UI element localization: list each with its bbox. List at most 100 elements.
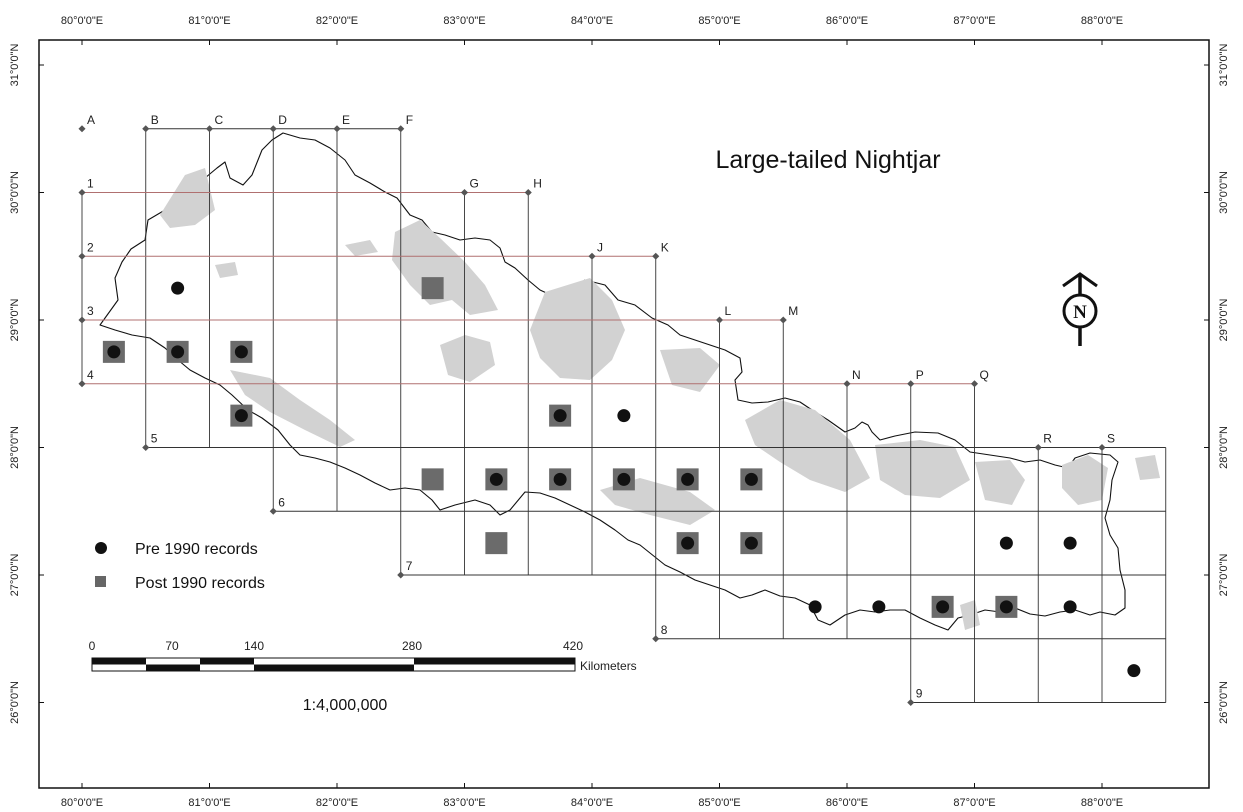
lon-label-top: 87°0'0"E	[953, 15, 995, 27]
post-1990-record	[421, 277, 444, 300]
scale-bar: 0 70 140 280 420 Kilometers 1:4,000,000	[89, 639, 637, 714]
grid-row-label: 9	[916, 687, 923, 701]
grid-row-label: 8	[661, 623, 668, 637]
lon-label-bottom: 80°0'0"E	[61, 797, 103, 809]
longitude-labels-top: 80°0'0"E 81°0'0"E 82°0'0"E 83°0'0"E 84°0'0"E…	[61, 15, 1123, 27]
pre-1990-record	[681, 472, 695, 486]
pre-1990-record	[999, 536, 1013, 550]
grid-column-label: P	[916, 368, 924, 382]
pre-1990-record	[617, 409, 631, 423]
grid-row-label: 3	[87, 304, 94, 318]
pre-1990-record	[171, 281, 185, 295]
lat-label-right: 28°0'0"N	[1218, 426, 1230, 469]
grid-row-label: 6	[278, 495, 285, 509]
lat-label-left: 26°0'0"N	[9, 681, 21, 724]
graticule-ticks	[39, 40, 1209, 788]
pre-1990-record	[808, 600, 822, 614]
pre-1990-record	[999, 600, 1013, 614]
lon-label-bottom: 83°0'0"E	[443, 797, 485, 809]
lon-label-bottom: 87°0'0"E	[953, 797, 995, 809]
lat-label-right: 29°0'0"N	[1218, 299, 1230, 342]
scale-unit: Kilometers	[580, 659, 637, 673]
lat-label-right: 30°0'0"N	[1218, 171, 1230, 214]
pre-1990-record	[744, 536, 758, 550]
lon-label-top: 86°0'0"E	[826, 15, 868, 27]
legend: Pre 1990 records Post 1990 records	[95, 541, 265, 592]
scale-tick-280: 280	[402, 639, 422, 653]
lon-label-top: 88°0'0"E	[1081, 15, 1123, 27]
pre-1990-record	[234, 409, 248, 423]
north-arrow: N	[1062, 272, 1098, 346]
lat-label-right: 26°0'0"N	[1218, 681, 1230, 724]
scale-tick-140: 140	[244, 639, 264, 653]
scale-tick-70: 70	[165, 639, 179, 653]
grid-column-label: C	[215, 113, 224, 127]
grid-row-label: 1	[87, 177, 94, 191]
lat-label-right: 31°0'0"N	[1218, 44, 1230, 87]
pre-1990-record	[1127, 664, 1141, 678]
lon-label-bottom: 88°0'0"E	[1081, 797, 1123, 809]
lat-label-right: 27°0'0"N	[1218, 554, 1230, 597]
grid-column-label: D	[278, 113, 287, 127]
pre-1990-record	[107, 345, 121, 359]
grid-column-label: R	[1043, 432, 1052, 446]
pre-1990-record	[553, 472, 567, 486]
latitude-labels-right: 31°0'0"N 30°0'0"N 29°0'0"N 28°0'0"N 27°0'0"N…	[1218, 44, 1230, 724]
pre-1990-record	[872, 600, 886, 614]
grid-column-label: S	[1107, 432, 1115, 446]
lon-label-top: 83°0'0"E	[443, 15, 485, 27]
lon-label-bottom: 86°0'0"E	[826, 797, 868, 809]
lon-label-bottom: 81°0'0"E	[188, 797, 230, 809]
pre-1990-record	[681, 536, 695, 550]
pre-1990-record	[744, 472, 758, 486]
legend-post-label: Post 1990 records	[135, 575, 265, 592]
post-1990-record	[485, 532, 508, 555]
post-1990-record	[421, 468, 444, 491]
grid-column-label: Q	[980, 368, 989, 382]
grid-row-label: 7	[406, 559, 413, 573]
scale-tick-420: 420	[563, 639, 583, 653]
lat-label-left: 29°0'0"N	[9, 299, 21, 342]
grid-row-label: 5	[151, 432, 158, 446]
scale-tick-0: 0	[89, 639, 96, 653]
grid-column-label: N	[852, 368, 861, 382]
lon-label-top: 85°0'0"E	[698, 15, 740, 27]
lat-label-left: 31°0'0"N	[9, 44, 21, 87]
grid-column-label: F	[406, 113, 413, 127]
grid-column-label: J	[597, 240, 603, 254]
nepal-boundary	[99, 132, 1126, 631]
scale-ratio: 1:4,000,000	[303, 697, 388, 714]
pre-1990-record	[617, 472, 631, 486]
grid-row-labels: 1 2 3 4 5 6 7 8 9	[87, 177, 923, 701]
pre-1990-record	[1063, 600, 1077, 614]
pre-1990-record	[553, 409, 567, 423]
map-title: Large-tailed Nightjar	[715, 146, 940, 174]
grid-column-labels: A B C D E F G H J K L M N P Q R S	[87, 113, 1115, 446]
legend-pre-symbol	[95, 542, 107, 554]
grid-column-label: H	[533, 177, 542, 191]
grid-column-label: K	[661, 240, 669, 254]
grid-column-label: B	[151, 113, 159, 127]
lon-label-top: 82°0'0"E	[316, 15, 358, 27]
lat-label-left: 28°0'0"N	[9, 426, 21, 469]
grid-column-label: L	[725, 304, 732, 318]
lon-label-bottom: 84°0'0"E	[571, 797, 613, 809]
pre-1990-record	[936, 600, 950, 614]
north-letter: N	[1073, 302, 1087, 323]
row-lines-red	[82, 192, 975, 385]
lat-label-left: 27°0'0"N	[9, 554, 21, 597]
lon-label-top: 81°0'0"E	[188, 15, 230, 27]
lon-label-bottom: 85°0'0"E	[698, 797, 740, 809]
lon-label-top: 80°0'0"E	[61, 15, 103, 27]
pre-1990-record	[1063, 536, 1077, 550]
pre-1990-record	[171, 345, 185, 359]
grid-column-label: A	[87, 113, 95, 127]
pre-1990-record	[234, 345, 248, 359]
longitude-labels-bottom: 80°0'0"E 81°0'0"E 82°0'0"E 83°0'0"E 84°0'0"E…	[61, 797, 1123, 809]
legend-post-symbol	[95, 576, 106, 587]
grid-row-label: 2	[87, 240, 94, 254]
grid-row-label: 4	[87, 368, 94, 382]
lon-label-top: 84°0'0"E	[571, 15, 613, 27]
legend-pre-label: Pre 1990 records	[135, 541, 258, 558]
